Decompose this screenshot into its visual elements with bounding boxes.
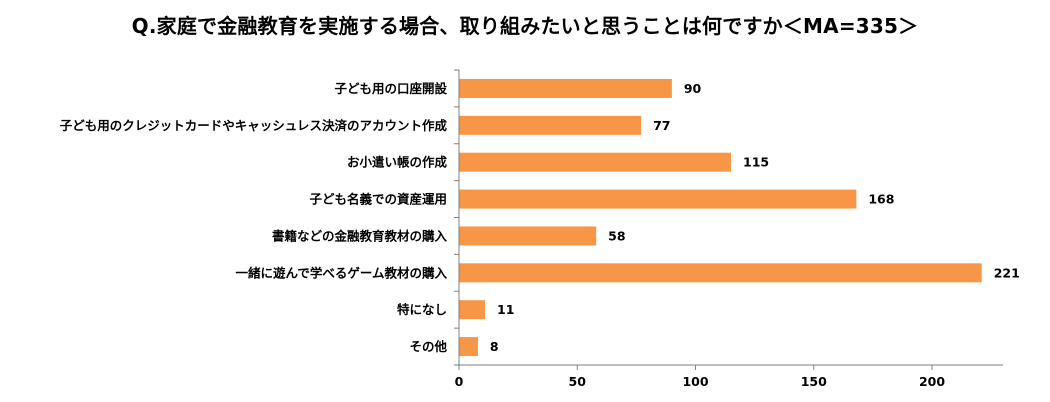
bar-2 bbox=[459, 152, 731, 172]
x-tick-label-1: 50 bbox=[569, 374, 587, 389]
bar-4 bbox=[459, 226, 597, 246]
value-label-5: 221 bbox=[994, 265, 1020, 280]
axis-layer bbox=[454, 69, 1003, 370]
bar-6 bbox=[459, 300, 486, 320]
value-label-0: 90 bbox=[684, 81, 702, 96]
value-label-4: 58 bbox=[608, 228, 625, 243]
category-label-2: お小遣い帳の作成 bbox=[347, 155, 448, 170]
value-label-6: 11 bbox=[497, 302, 514, 317]
category-label-3: 子ども名義での資産運用 bbox=[309, 192, 447, 207]
labels-layer: 子ども用の口座開設 90 子ども用のクレジットカードやキャッシュレス決済のアカウント… bbox=[60, 81, 1020, 389]
bar-7 bbox=[459, 337, 478, 357]
value-label-2: 115 bbox=[743, 155, 769, 170]
bar-3 bbox=[459, 189, 857, 209]
x-tick-label-2: 100 bbox=[682, 374, 708, 389]
bar-1 bbox=[459, 115, 642, 135]
value-label-3: 168 bbox=[868, 192, 894, 207]
category-label-4: 書籍などの金融教育教材の購入 bbox=[272, 228, 448, 243]
category-label-7: その他 bbox=[409, 339, 447, 354]
bar-0 bbox=[459, 78, 672, 98]
category-label-6: 特になし bbox=[397, 302, 447, 317]
category-label-5: 一緒に遊んで学べるゲーム教材の購入 bbox=[235, 265, 447, 280]
value-label-7: 8 bbox=[490, 339, 499, 354]
x-tick-label-0: 0 bbox=[455, 374, 464, 389]
chart-title: Q.家庭で金融教育を実施する場合、取り組みたいと思うことは何ですか＜MA=335… bbox=[131, 14, 919, 38]
x-tick-label-4: 200 bbox=[919, 374, 945, 389]
bar-5 bbox=[459, 263, 982, 283]
value-label-1: 77 bbox=[653, 118, 670, 133]
bars-layer bbox=[459, 78, 982, 357]
x-tick-label-3: 150 bbox=[801, 374, 827, 389]
category-label-0: 子ども用の口座開設 bbox=[334, 81, 447, 96]
category-label-1: 子ども用のクレジットカードやキャッシュレス決済のアカウント作成 bbox=[60, 118, 448, 133]
